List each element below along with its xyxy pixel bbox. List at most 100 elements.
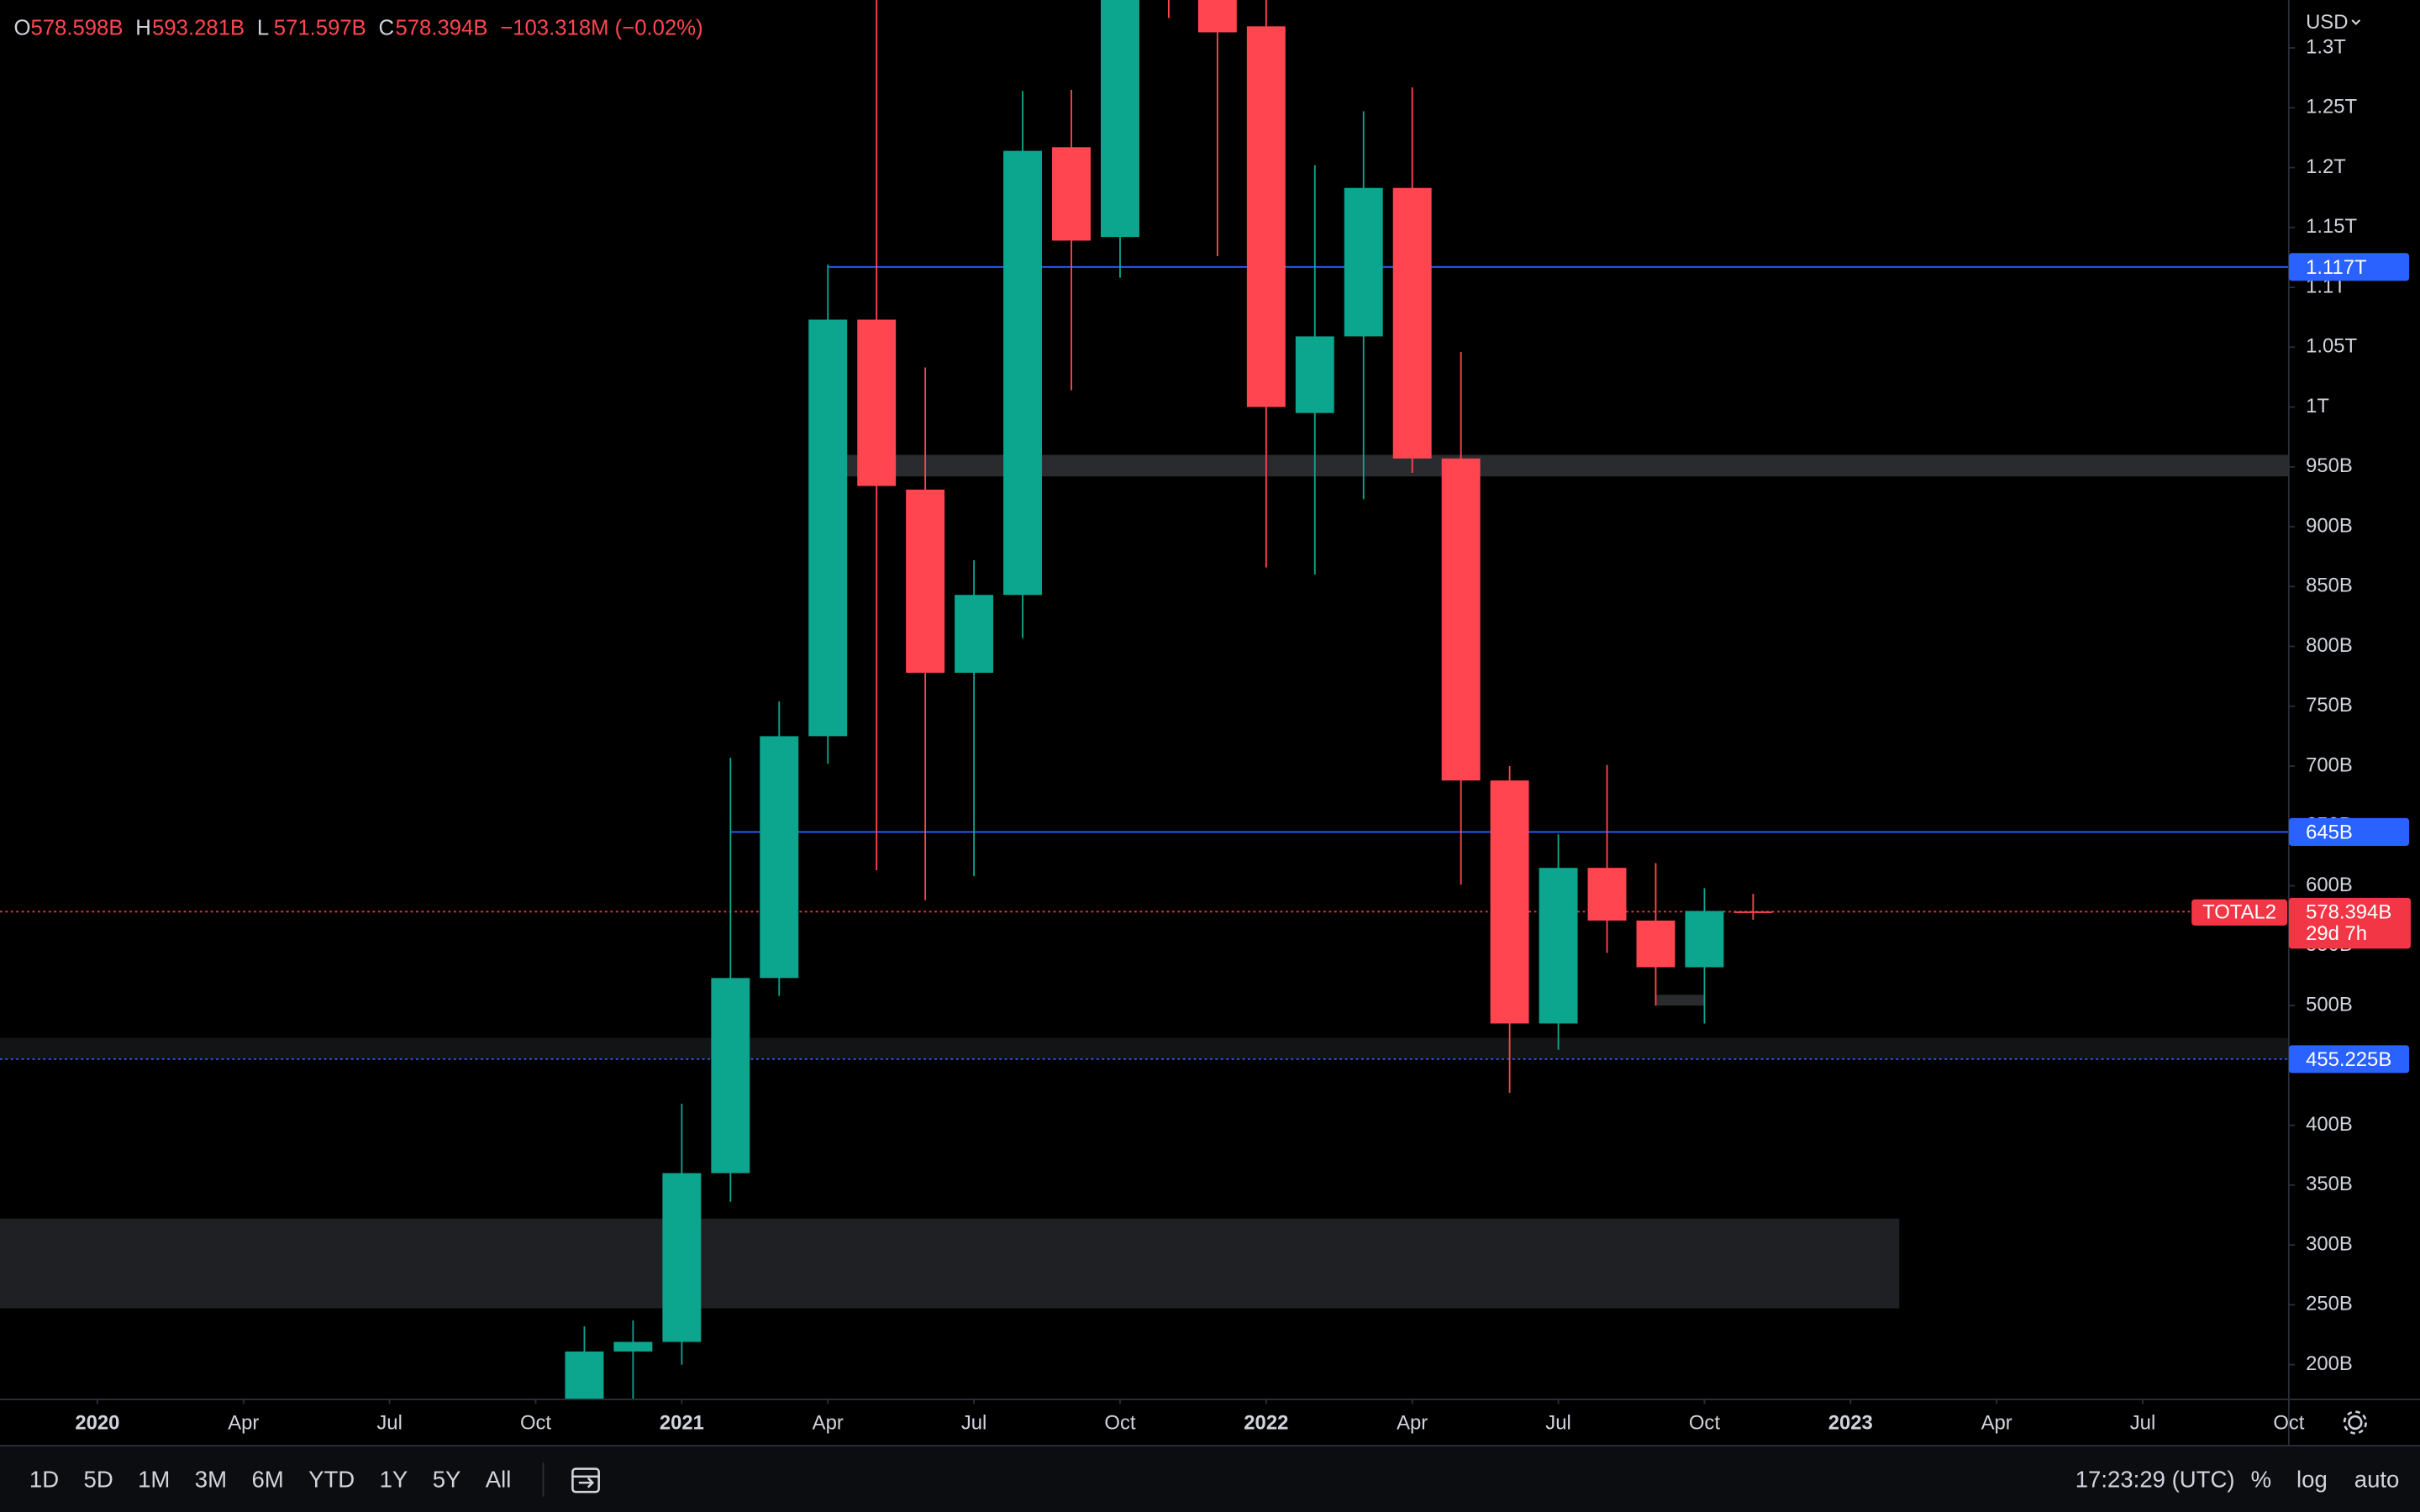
candle-body — [808, 319, 848, 737]
line-label-box — [2288, 1045, 2410, 1074]
candle-body — [760, 736, 799, 979]
y-tick-label: 1.3T — [2306, 35, 2346, 58]
candle-body — [1246, 26, 1286, 407]
legend-key: L — [257, 17, 269, 40]
candle-body — [1101, 0, 1139, 238]
ui: 1.117T 645B 455.225B TOTAL2 578.394B 29d 7h US… — [14, 4, 2420, 1493]
range-button[interactable]: 1M — [138, 1467, 170, 1493]
y-tick-label: 500B — [2306, 993, 2353, 1016]
y-tick-label: 850B — [2306, 575, 2353, 597]
x-tick-label: 2022 — [1244, 1412, 1288, 1435]
y-tick-label: 800B — [2306, 634, 2353, 657]
candle-body — [662, 1173, 702, 1342]
candle-body — [565, 1351, 604, 1399]
range-button[interactable]: 5D — [84, 1467, 113, 1493]
candle-body — [1344, 187, 1383, 337]
clock: 17:23:29 (UTC) — [2075, 1467, 2235, 1493]
zone — [828, 454, 2289, 477]
x-tick-label: Jul — [376, 1412, 402, 1435]
line-label: 1.117T — [2306, 256, 2367, 279]
candle-body — [1539, 868, 1578, 1024]
plot-area — [0, 0, 2289, 1399]
scale-option[interactable]: log — [2296, 1467, 2328, 1493]
y-tick-label: 400B — [2306, 1113, 2353, 1136]
y-tick-label: 700B — [2306, 753, 2353, 776]
symbol-label: TOTAL2 — [2202, 900, 2276, 923]
line-label-box — [2288, 817, 2410, 846]
candle-body — [1295, 336, 1334, 413]
legend-value: 578.598B — [30, 17, 123, 40]
y-tick-label: 1T — [2306, 395, 2329, 417]
toolbar — [0, 1446, 2420, 1512]
scale-option[interactable]: auto — [2354, 1467, 2400, 1493]
legend-key: C — [379, 17, 395, 40]
candle-body — [1003, 150, 1043, 596]
y-tick-label: 900B — [2306, 514, 2353, 537]
x-tick-label: Apr — [1981, 1412, 2012, 1435]
x-tick-label: 2023 — [1828, 1412, 1873, 1435]
candle-body — [906, 489, 945, 673]
symbol-box — [2191, 899, 2288, 926]
range-button[interactable]: 5Y — [433, 1467, 461, 1493]
x-tick-label: Oct — [2273, 1412, 2304, 1435]
candle-body — [1733, 911, 1773, 913]
range-button[interactable]: 6M — [251, 1467, 283, 1493]
currency[interactable]: USD — [2306, 11, 2348, 34]
y-tick-label: 200B — [2306, 1352, 2353, 1375]
range-button[interactable]: 1D — [29, 1467, 59, 1493]
range-button[interactable]: 3M — [195, 1467, 227, 1493]
line-label: 455.225B — [2306, 1048, 2391, 1071]
date-range-icon[interactable] — [571, 1467, 600, 1494]
x-tick-label: Apr — [813, 1412, 844, 1435]
x-tick-label: Apr — [1397, 1412, 1428, 1435]
candle-body — [1685, 911, 1724, 968]
zone — [1655, 995, 1705, 1006]
currency-caret — [2351, 19, 2361, 26]
legend-value: 578.394B — [395, 17, 487, 40]
scale-option[interactable]: % — [2251, 1467, 2272, 1493]
candle-body — [613, 1341, 653, 1352]
settings-icon[interactable] — [2343, 1410, 2368, 1435]
candle-body — [711, 978, 750, 1173]
y-tick-label: 750B — [2306, 694, 2353, 717]
range-button[interactable]: YTD — [308, 1467, 355, 1493]
y-tick-label: 1.15T — [2306, 215, 2357, 238]
currency-bg — [2290, 4, 2420, 39]
candle-body — [1392, 187, 1432, 459]
x-tick-label: Oct — [1104, 1412, 1135, 1435]
y-tick-label: 1.05T — [2306, 335, 2357, 358]
candle-body — [1441, 458, 1481, 781]
range-button[interactable]: 1Y — [380, 1467, 408, 1493]
candle-body — [1636, 920, 1676, 968]
candle-body — [1490, 780, 1529, 1024]
legend-key: H — [135, 17, 151, 40]
countdown: 29d 7h — [2306, 922, 2367, 945]
legend-value: 571.597B — [274, 17, 366, 40]
line-label: 645B — [2306, 822, 2353, 844]
legend-change: −103.318M (−0.02%) — [500, 17, 702, 40]
x-tick-label: Jul — [1545, 1412, 1571, 1435]
range-button[interactable]: All — [486, 1467, 512, 1493]
x-tick-label: Apr — [228, 1412, 259, 1435]
legend-key: O — [14, 17, 31, 40]
y-tick-label: 950B — [2306, 454, 2353, 477]
x-tick-label: Oct — [520, 1412, 551, 1435]
y-tick-label: 300B — [2306, 1232, 2353, 1255]
y-tick-label: 250B — [2306, 1293, 2353, 1315]
zone — [0, 1218, 1900, 1309]
candle-body — [1197, 0, 1237, 33]
y-tick-label: 1.25T — [2306, 96, 2357, 118]
candle-body — [857, 319, 897, 486]
x-tick-label: Jul — [2130, 1412, 2156, 1435]
price-label-box — [2288, 897, 2411, 949]
x-tick-label: 2020 — [75, 1412, 119, 1435]
y-tick-label: 1.2T — [2306, 155, 2346, 178]
candle-body — [1587, 868, 1627, 921]
x-tick-label: Jul — [961, 1412, 987, 1435]
y-tick-label: 600B — [2306, 874, 2353, 896]
candle-body — [955, 595, 994, 673]
legend-value: 593.281B — [152, 17, 245, 40]
line-label-box — [2288, 253, 2410, 281]
